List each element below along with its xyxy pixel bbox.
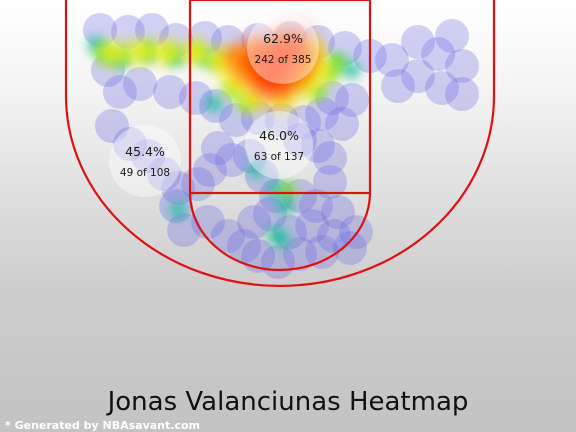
- chart-title: Jonas Valanciunas Heatmap: [106, 387, 469, 417]
- shot-blob-medium: [343, 61, 361, 79]
- shot-blob-medium: [247, 161, 265, 179]
- shot-blob-low: [421, 37, 455, 71]
- shot-blob-low: [445, 49, 479, 83]
- zone-badge-left-baseline: 45.4% 49 of 108: [109, 125, 181, 197]
- shot-blob-low: [335, 83, 369, 117]
- shot-blob-mid-high: [279, 181, 297, 199]
- shot-blob-low: [111, 15, 145, 49]
- source-credit: * Generated by NBAsavant.com: [5, 419, 200, 432]
- shot-blob-low: [123, 67, 157, 101]
- zone-count-label: 63 of 137: [254, 151, 304, 163]
- shot-blob-low: [295, 209, 329, 243]
- shot-blob-high: [128, 40, 152, 64]
- shot-blob-low: [167, 213, 201, 247]
- shot-blob-low: [147, 157, 181, 191]
- shot-blob-low: [193, 153, 227, 187]
- shot-blob-low: [161, 171, 195, 205]
- zone-badge-circle: [247, 12, 319, 84]
- shot-blob-low: [131, 139, 165, 173]
- zone-badge-restricted-area: 62.9% 242 of 385: [247, 12, 319, 84]
- shot-blob-low: [313, 141, 347, 175]
- shot-blob-low: [153, 75, 187, 109]
- shot-blob-low: [287, 105, 321, 139]
- shot-blob-low: [401, 25, 435, 59]
- zone-pct-label: 45.4%: [125, 144, 165, 159]
- zone-count-label: 49 of 108: [120, 167, 170, 179]
- shot-blob-medium: [169, 201, 187, 219]
- shot-blob-peak: [255, 63, 289, 97]
- shot-blob-low: [375, 43, 409, 77]
- shot-blob-low: [135, 13, 169, 47]
- paint-box: [188, 0, 372, 195]
- shot-blob-peak: [275, 29, 309, 63]
- shot-blob-low: [321, 195, 355, 229]
- zone-pct-label: 62.9%: [263, 31, 303, 46]
- shot-blob-low: [201, 131, 235, 165]
- shot-blob-low: [317, 219, 351, 253]
- shot-blob-low: [333, 231, 367, 265]
- shot-blob-low: [301, 129, 335, 163]
- shot-blob-low: [381, 69, 415, 103]
- shot-blob-low: [179, 81, 213, 115]
- heat-peak-density: [245, 29, 309, 97]
- shot-blob-medium: [273, 231, 291, 249]
- shot-blob-low: [435, 19, 469, 53]
- heat-layer: [83, 13, 479, 279]
- shot-blob-low: [425, 71, 459, 105]
- three-point-line: [64, 0, 496, 288]
- zone-badges: 62.9% 242 of 385 46.0% 63 of 137 45.4% 49 of …: [109, 12, 319, 197]
- shot-blob-low: [299, 189, 333, 223]
- shot-blob-high: [184, 40, 208, 64]
- shot-blob-low: [215, 143, 249, 177]
- shot-blob-medium: [205, 95, 223, 113]
- court-lines: [64, 0, 496, 288]
- shot-blob-mid-high: [329, 53, 347, 71]
- shot-blob-low: [237, 205, 271, 239]
- shot-blob-low: [339, 215, 373, 249]
- shot-blob-low: [227, 229, 261, 263]
- shot-blob-low: [305, 97, 339, 131]
- shot-blob-low: [191, 205, 225, 239]
- zone-count-label: 242 of 385: [255, 54, 312, 66]
- shot-blob-low: [305, 235, 339, 269]
- free-throw-circle: [188, 192, 372, 272]
- shot-blob-low: [103, 75, 137, 109]
- shot-blob-low: [95, 109, 129, 143]
- shot-blob-low: [211, 219, 245, 253]
- shot-blob-low: [445, 77, 479, 111]
- shot-blob-low: [283, 123, 317, 157]
- shot-blob-low: [401, 59, 435, 93]
- zone-badge-paint: 46.0% 63 of 137: [245, 111, 313, 179]
- shot-blob-high: [154, 40, 178, 64]
- shot-blob-low: [113, 127, 147, 161]
- zone-badge-circle: [245, 111, 313, 179]
- shot-blob-low: [313, 165, 347, 199]
- shot-blob-low: [283, 237, 317, 271]
- shot-blob-low: [265, 103, 299, 137]
- zone-badge-circle: [109, 125, 181, 197]
- shot-blob-medium: [277, 197, 295, 215]
- shot-blob-high: [100, 42, 124, 66]
- shot-blob-low: [325, 107, 359, 141]
- zone-pct-label: 46.0%: [259, 128, 299, 143]
